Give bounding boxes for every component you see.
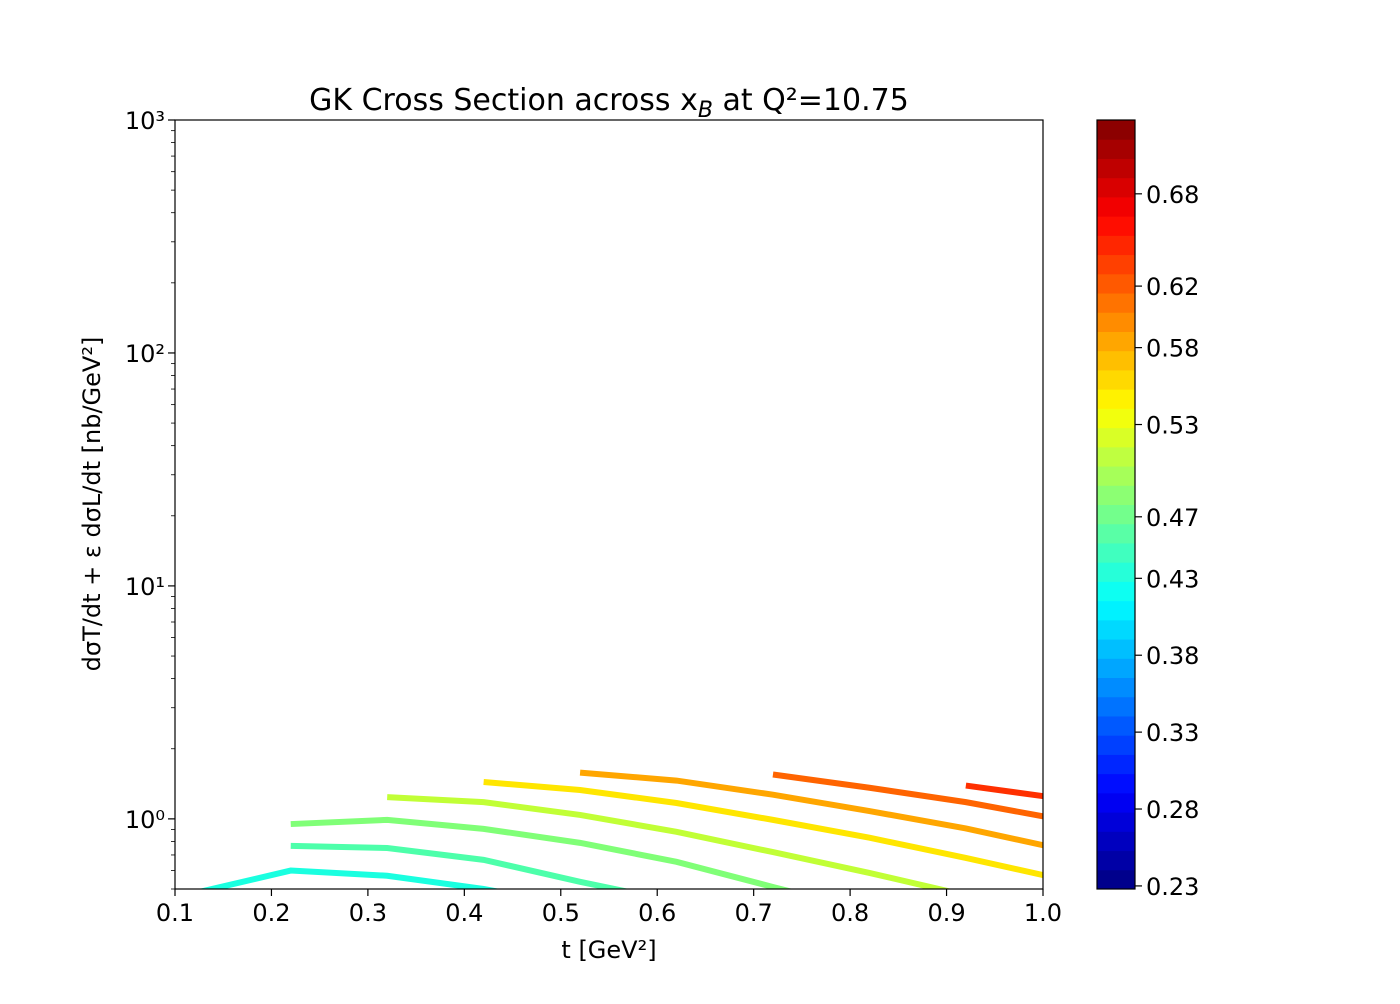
y-tick-label: 10⁰	[125, 806, 165, 834]
colorbar-band	[1097, 696, 1135, 717]
colorbar-band	[1097, 235, 1135, 256]
x-tick-label: 0.9	[927, 899, 965, 927]
series-line	[290, 816, 793, 889]
colorbar-band	[1097, 389, 1135, 409]
colorbar-band	[1097, 812, 1135, 832]
colorbar-tick-label: 0.33	[1146, 719, 1199, 747]
plot-lines	[198, 769, 1043, 889]
colorbar-band	[1097, 120, 1135, 140]
x-tick-label: 0.7	[735, 899, 773, 927]
colorbar-band	[1097, 427, 1135, 448]
colorbar-tick-label: 0.47	[1146, 504, 1199, 532]
colorbar-band	[1097, 735, 1135, 755]
colorbar-tick-label: 0.38	[1146, 642, 1199, 670]
colorbar-band	[1097, 446, 1135, 467]
series-line	[579, 769, 1043, 849]
colorbar-band	[1097, 562, 1135, 582]
colorbar-band	[1097, 254, 1135, 275]
colorbar-band	[1097, 350, 1135, 371]
x-tick-label: 0.3	[349, 899, 387, 927]
colorbar-tick-label: 0.43	[1146, 565, 1199, 593]
y-tick-label: 10³	[125, 107, 165, 135]
colorbar-band	[1097, 600, 1135, 621]
colorbar-band	[1097, 677, 1135, 698]
colorbar-band	[1097, 869, 1135, 890]
colorbar-band	[1097, 658, 1135, 679]
x-tick-label: 0.8	[831, 899, 869, 927]
colorbar-band	[1097, 369, 1135, 390]
colorbar-band	[1097, 408, 1135, 429]
colorbar-band	[1097, 331, 1135, 352]
series-line	[387, 794, 953, 889]
colorbar-band	[1097, 177, 1135, 198]
colorbar-band	[1097, 273, 1135, 294]
colorbar-band	[1097, 773, 1135, 794]
x-tick-label: 0.6	[638, 899, 676, 927]
colorbar-band	[1097, 792, 1135, 813]
colorbar-band	[1097, 312, 1135, 332]
colorbar-band	[1097, 504, 1135, 525]
colorbar-band	[1097, 639, 1135, 659]
colorbar-band	[1097, 523, 1135, 544]
chart-title: GK Cross Section across xB at Q²=10.75	[309, 83, 909, 123]
y-tick-label: 10²	[125, 340, 165, 368]
colorbar-tick-label: 0.68	[1146, 181, 1199, 209]
colorbar-band	[1097, 293, 1135, 313]
colorbar-band	[1097, 619, 1135, 640]
colorbar-band	[1097, 485, 1135, 505]
x-tick-label: 0.1	[156, 899, 194, 927]
y-tick-label: 10¹	[125, 573, 165, 601]
colorbar-tick-label: 0.28	[1146, 796, 1199, 824]
colorbar-band	[1097, 158, 1135, 179]
x-axis-label: t [GeV²]	[561, 936, 656, 964]
series-line	[772, 771, 1043, 820]
colorbar-band	[1097, 466, 1135, 486]
colorbar-tick-label: 0.23	[1146, 873, 1199, 901]
colorbar-band	[1097, 715, 1135, 736]
y-axis-label: dσT/dt + ε dσL/dt [nb/GeV²]	[78, 337, 106, 672]
colorbar-band	[1097, 581, 1135, 602]
x-tick-label: 0.5	[542, 899, 580, 927]
colorbar-frame	[1096, 119, 1136, 890]
series-line	[483, 778, 1043, 879]
series-line	[965, 782, 1043, 800]
series-line	[198, 867, 501, 889]
colorbar-tick-label: 0.58	[1146, 335, 1199, 363]
colorbar-band	[1097, 196, 1135, 217]
colorbar-band	[1097, 831, 1135, 852]
plot-frame	[174, 119, 1044, 890]
colorbar-tick-label: 0.62	[1146, 273, 1199, 301]
colorbar-band	[1097, 216, 1135, 236]
colorbar-tick-label: 0.53	[1146, 412, 1199, 440]
colorbar-band	[1097, 754, 1135, 775]
x-tick-label: 0.4	[445, 899, 483, 927]
x-tick-label: 1.0	[1024, 899, 1062, 927]
x-tick-label: 0.2	[252, 899, 290, 927]
colorbar-band	[1097, 139, 1135, 159]
colorbar-band	[1097, 850, 1135, 871]
colorbar-band	[1097, 542, 1135, 563]
